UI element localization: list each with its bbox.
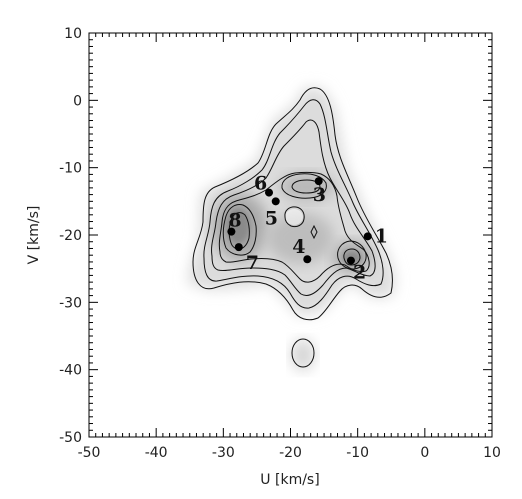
data-point-5 [271, 197, 280, 206]
point-label-7: 7 [246, 252, 259, 274]
contour-peak-right-inner [343, 248, 361, 266]
y-axis-label: V [km/s] [26, 206, 42, 265]
point-label-4: 4 [292, 236, 305, 258]
density-shading [187, 87, 395, 371]
x-tick-label: -20 [279, 445, 302, 461]
contour-peak-left [222, 204, 257, 256]
data-points: 12 3 45 6 78 [227, 173, 388, 284]
x-tick-label: -40 [145, 445, 168, 461]
contour-4 [218, 171, 370, 283]
contour-peak-top-inner [291, 179, 321, 194]
x-tick-label: 0 [420, 445, 429, 461]
point-label-8: 8 [228, 210, 241, 232]
point-label-1: 1 [375, 225, 388, 247]
y-tick-label: -10 [59, 161, 82, 177]
contour-isolated-blob [291, 338, 315, 368]
data-point-2 [346, 256, 355, 265]
data-point-4 [303, 255, 312, 264]
x-tick-label: -50 [78, 445, 101, 461]
y-tick-label: -50 [59, 430, 82, 446]
y-tick-label: -30 [59, 295, 82, 311]
point-label-3: 3 [313, 184, 326, 206]
point-label-6: 6 [254, 173, 267, 195]
x-axis-label: U [km/s] [260, 472, 319, 488]
y-tick-label: 10 [64, 26, 82, 42]
contour-hole [284, 206, 305, 228]
data-point-3 [314, 177, 323, 186]
tick-labels: -50 -40 -30 -20 -10 0 10 -50 -40 -30 -20 -10 0 10 [59, 26, 501, 461]
y-tick-label: 0 [73, 93, 82, 109]
data-point-8 [227, 227, 236, 236]
axes [88, 32, 493, 438]
point-label-2: 2 [353, 262, 366, 284]
x-tick-label: -30 [212, 445, 235, 461]
x-tick-label: -10 [346, 445, 369, 461]
data-point-7 [234, 243, 243, 252]
contour-2 [203, 99, 384, 309]
contour-outer [192, 87, 393, 321]
x-tick-label: 10 [483, 445, 501, 461]
contour-3 [211, 119, 376, 296]
contour-peak-right [337, 240, 367, 270]
contour-small-diamond [310, 224, 318, 240]
y-tick-label: -20 [59, 228, 82, 244]
point-label-5: 5 [265, 207, 278, 229]
data-point-1 [363, 232, 372, 241]
y-tick-label: -40 [59, 363, 82, 379]
contour-peak-top [281, 173, 327, 199]
data-point-6 [265, 188, 274, 197]
